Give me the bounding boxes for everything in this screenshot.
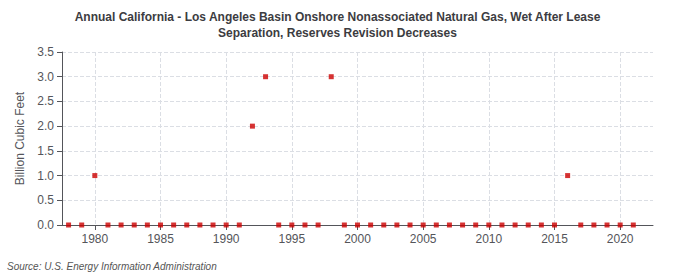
svg-text:2.5: 2.5: [37, 94, 54, 108]
svg-text:2020: 2020: [607, 232, 634, 246]
svg-text:1990: 1990: [213, 232, 240, 246]
svg-text:3.0: 3.0: [37, 70, 54, 84]
svg-text:Source: U.S. Energy Informatio: Source: U.S. Energy Information Administ…: [7, 261, 217, 272]
svg-text:2010: 2010: [475, 232, 502, 246]
svg-text:2015: 2015: [541, 232, 568, 246]
svg-text:Annual California - Los Angele: Annual California - Los Angeles Basin On…: [75, 10, 601, 24]
svg-text:1980: 1980: [81, 232, 108, 246]
svg-text:2.0: 2.0: [37, 119, 54, 133]
svg-text:1.0: 1.0: [37, 169, 54, 183]
svg-text:3.5: 3.5: [37, 45, 54, 59]
svg-text:1.5: 1.5: [37, 144, 54, 158]
svg-text:1995: 1995: [278, 232, 305, 246]
svg-text:2005: 2005: [410, 232, 437, 246]
svg-text:Separation, Reserves Revision: Separation, Reserves Revision Decreases: [218, 26, 457, 40]
svg-text:1985: 1985: [147, 232, 174, 246]
svg-text:2000: 2000: [344, 232, 371, 246]
svg-text:0.0: 0.0: [37, 218, 54, 232]
svg-text:0.5: 0.5: [37, 193, 54, 207]
svg-text:Billion Cubic Feet: Billion Cubic Feet: [13, 91, 27, 185]
